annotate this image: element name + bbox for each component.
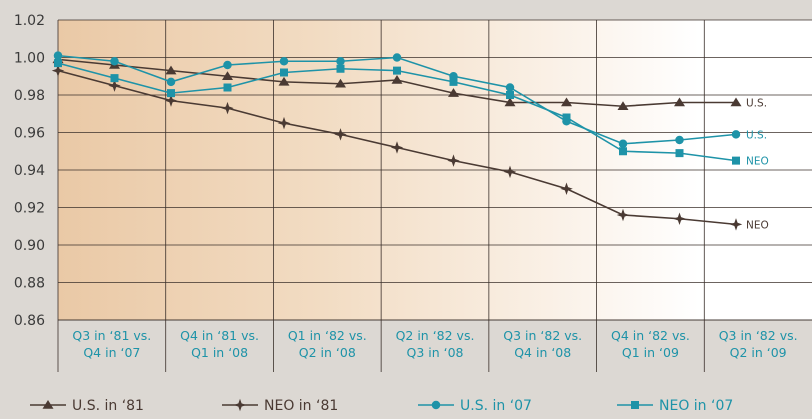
x-tick-label: Q1 in ‘82 vs. xyxy=(288,328,367,343)
data-point xyxy=(391,75,403,84)
x-tick-label: Q3 in ‘08 xyxy=(406,345,463,360)
data-point xyxy=(560,182,573,195)
data-point xyxy=(616,208,630,222)
legend-label: NEO in ‘07 xyxy=(659,398,733,414)
data-point xyxy=(392,53,402,62)
legend-marker xyxy=(42,400,54,409)
y-tick-label: 1.00 xyxy=(14,51,45,67)
legend: U.S. in ‘81 NEO in ‘81 U.S. in ‘07 NEO in ‘… xyxy=(30,398,733,414)
data-point xyxy=(222,71,233,80)
series-end-label: U.S. xyxy=(746,129,767,141)
data-point xyxy=(51,64,65,77)
data-point xyxy=(277,116,291,130)
data-point xyxy=(618,139,628,148)
data-point xyxy=(278,76,290,86)
data-point xyxy=(336,64,345,73)
series-square: NEO xyxy=(54,59,769,168)
series-end-label: NEO xyxy=(746,219,769,231)
data-point xyxy=(730,97,742,107)
y-tick-label: 0.86 xyxy=(14,313,45,329)
y-axis: 0.86 0.88 0.90 0.92 0.94 0.96 0.98 1.00 1.02 xyxy=(14,13,45,329)
data-point xyxy=(562,113,571,122)
y-tick-label: 0.92 xyxy=(14,201,45,217)
x-tick-label: Q2 in ‘08 xyxy=(299,345,356,360)
data-point xyxy=(561,97,572,107)
data-point xyxy=(729,218,743,231)
y-tick-label: 0.94 xyxy=(14,163,45,179)
x-tick-label: Q1 in ‘09 xyxy=(622,345,679,360)
legend-marker xyxy=(233,398,247,412)
data-point xyxy=(280,68,288,77)
y-tick-label: 0.90 xyxy=(14,238,45,254)
data-point xyxy=(334,128,347,141)
data-point xyxy=(673,212,686,225)
series-end-label: U.S. xyxy=(746,98,767,110)
data-point xyxy=(448,88,459,97)
data-point xyxy=(731,130,741,139)
data-point xyxy=(617,101,629,110)
data-point xyxy=(675,135,684,145)
data-point xyxy=(674,97,685,107)
series-star: NEO xyxy=(51,64,769,231)
legend-item: NEO in ‘81 xyxy=(222,398,338,414)
data-point xyxy=(164,94,178,107)
data-point xyxy=(619,147,627,156)
data-point xyxy=(393,66,401,75)
legend-label: NEO in ‘81 xyxy=(264,398,338,414)
data-point xyxy=(165,65,177,75)
x-tick-label: Q4 in ‘07 xyxy=(83,345,140,360)
legend-label: U.S. in ‘81 xyxy=(72,398,144,414)
gridlines xyxy=(57,19,812,372)
x-tick-label: Q3 in ‘81 vs. xyxy=(72,328,151,343)
y-tick-label: 0.88 xyxy=(14,276,45,292)
x-tick-label: Q4 in ‘82 vs. xyxy=(611,328,690,343)
x-tick-label: Q2 in ‘82 vs. xyxy=(396,328,475,343)
data-point xyxy=(53,51,63,60)
data-point xyxy=(279,57,289,66)
legend-item: NEO in ‘07 xyxy=(617,398,733,414)
data-point xyxy=(110,57,119,66)
legend-label: U.S. in ‘07 xyxy=(460,398,532,414)
x-tick-label: Q4 in ‘08 xyxy=(514,345,571,360)
data-point xyxy=(675,149,684,158)
data-point xyxy=(167,89,175,98)
series-end-label: NEO xyxy=(746,156,769,168)
data-point xyxy=(505,83,515,92)
legend-item: U.S. in ‘81 xyxy=(30,398,144,414)
y-tick-label: 0.96 xyxy=(14,126,45,142)
data-point xyxy=(110,74,119,83)
series-circle: U.S. xyxy=(53,51,767,148)
x-tick-label: Q3 in ‘82 vs. xyxy=(503,328,582,343)
data-point xyxy=(504,97,516,107)
y-tick-label: 1.02 xyxy=(14,13,45,29)
data-point xyxy=(503,165,517,179)
y-tick-label: 0.98 xyxy=(14,88,45,104)
data-point xyxy=(54,59,62,68)
series-layer: U.S. NEO U.S. NEO xyxy=(51,51,769,231)
series-triangle: U.S. xyxy=(52,54,767,110)
data-point xyxy=(335,78,346,88)
data-point xyxy=(336,57,345,66)
x-axis: Q3 in ‘81 vs. Q4 in ‘07 Q4 in ‘81 vs. Q1 in… xyxy=(72,328,797,360)
data-point xyxy=(449,77,458,86)
data-point xyxy=(390,141,404,154)
data-point xyxy=(732,156,740,165)
data-point xyxy=(506,91,514,99)
legend-marker xyxy=(631,401,639,409)
x-tick-label: Q1 in ‘08 xyxy=(191,345,248,360)
x-tick-label: Q3 in ‘82 vs. xyxy=(719,328,798,343)
data-point xyxy=(166,77,176,87)
data-point xyxy=(221,101,234,115)
legend-item: U.S. in ‘07 xyxy=(418,398,532,414)
data-point xyxy=(447,154,460,167)
data-point xyxy=(223,83,232,92)
x-tick-label: Q4 in ‘81 vs. xyxy=(180,328,259,343)
legend-marker xyxy=(431,400,441,410)
x-tick-label: Q2 in ‘09 xyxy=(730,345,787,360)
data-point xyxy=(223,60,232,70)
data-point xyxy=(108,79,121,92)
